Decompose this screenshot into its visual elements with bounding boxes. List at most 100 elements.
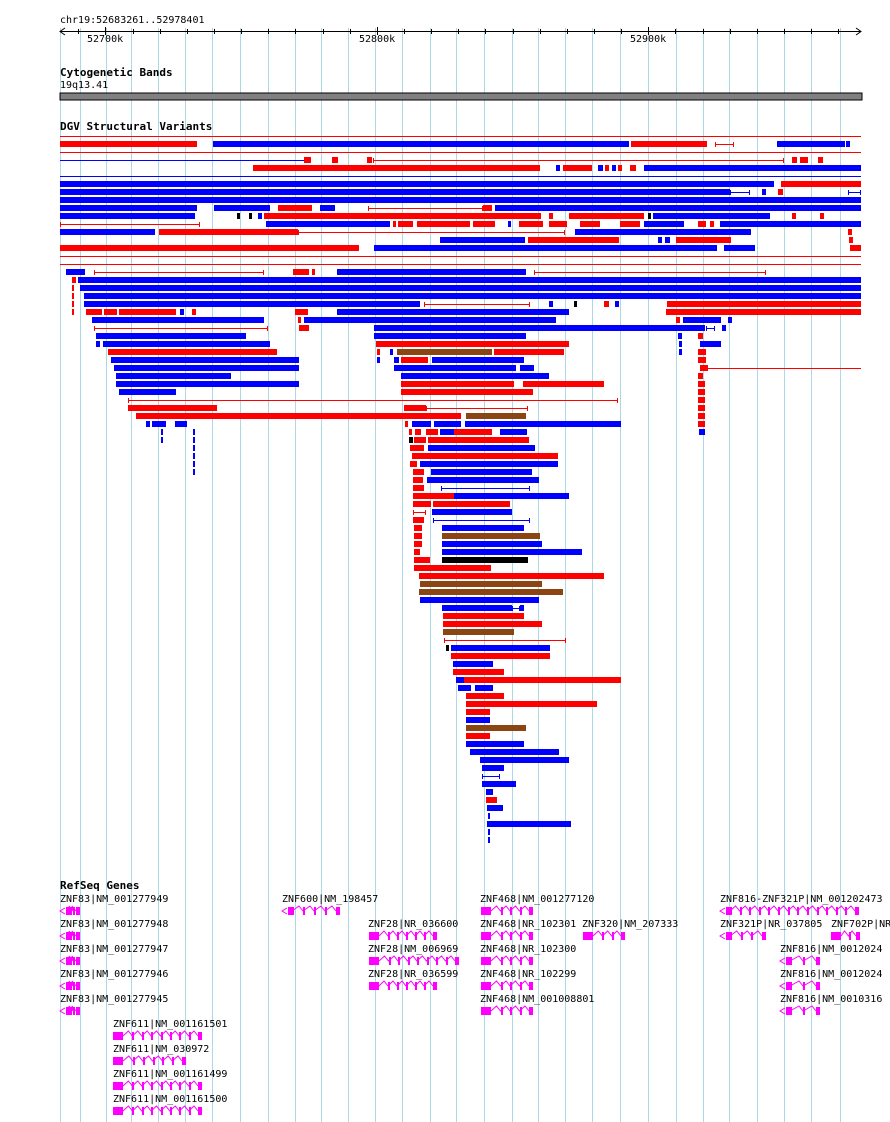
dgv-variant[interactable] [66,269,85,275]
gene-exon[interactable] [741,932,743,940]
dgv-variant[interactable] [818,157,823,163]
gene-exon[interactable] [759,907,761,915]
dgv-variant[interactable] [420,581,542,587]
gene-exon[interactable] [816,982,818,990]
dgv-variant[interactable] [443,621,542,627]
gene-exon[interactable] [510,907,512,915]
gene-exon[interactable] [78,907,80,915]
gene-exon[interactable] [314,907,316,915]
dgv-variant[interactable] [337,269,526,275]
gene-exon[interactable] [501,907,503,915]
dgv-variant[interactable] [520,237,525,243]
gene-exon[interactable] [415,932,417,940]
dgv-variant[interactable] [648,213,651,219]
dgv-variant[interactable] [412,421,431,427]
dgv-variant[interactable] [698,373,703,379]
dgv-variant[interactable] [442,533,540,539]
gene-exon[interactable] [803,982,805,990]
gene-exon[interactable] [427,957,429,965]
gene-exon[interactable] [623,932,625,940]
gene-exon[interactable] [531,957,533,965]
dgv-variant[interactable] [849,237,853,243]
gene-exon[interactable] [76,932,78,940]
dgv-variant[interactable] [618,165,622,171]
dgv-variant[interactable] [420,597,539,603]
dgv-variant[interactable] [458,685,471,691]
gene-exon[interactable] [78,1007,80,1015]
dgv-variant[interactable] [433,501,510,507]
dgv-variant[interactable] [698,421,705,427]
gene-exon[interactable] [133,1057,135,1065]
dgv-variant[interactable] [401,381,514,387]
dgv-variant[interactable] [409,429,412,435]
dgv-variant[interactable] [800,157,808,163]
gene-exon[interactable] [768,907,770,915]
dgv-variant[interactable] [465,421,621,427]
right-arrow-icon[interactable] [855,27,862,36]
gene-exon[interactable] [510,932,512,940]
dgv-variant[interactable] [304,157,311,163]
gene-exon[interactable] [501,957,503,965]
gene-exon[interactable] [161,1032,163,1040]
gene-exon[interactable] [436,957,438,965]
gene-exon[interactable] [481,982,491,990]
dgv-variant[interactable] [466,413,526,419]
dgv-variant[interactable] [116,373,231,379]
dgv-variant[interactable] [574,301,577,307]
dgv-variant[interactable] [152,421,166,427]
gene-exon[interactable] [113,1057,123,1065]
dgv-variant[interactable] [377,357,380,363]
dgv-variant[interactable] [644,165,861,171]
gene-exon[interactable] [66,907,72,915]
dgv-variant[interactable] [332,157,338,163]
dgv-variant[interactable] [792,213,796,219]
dgv-variant[interactable] [414,565,491,571]
dgv-variant[interactable] [466,725,526,731]
gene-exon[interactable] [424,932,426,940]
dgv-variant[interactable] [412,453,558,459]
dgv-variant[interactable] [414,557,430,563]
dgv-variant[interactable] [451,645,550,651]
gene-exon[interactable] [762,932,764,940]
gene-exon[interactable] [816,1007,818,1015]
dgv-variant[interactable] [193,453,195,459]
gene-exon[interactable] [153,1057,155,1065]
dgv-variant[interactable] [72,293,74,299]
dgv-variant[interactable] [193,429,195,435]
dgv-variant[interactable] [414,533,422,539]
gene-exon[interactable] [200,1032,202,1040]
gene-exon[interactable] [369,982,379,990]
dgv-variant[interactable] [401,357,428,363]
gene-exon[interactable] [803,1007,805,1015]
dgv-variant[interactable] [96,333,246,339]
dgv-variant[interactable] [414,525,422,531]
dgv-variant[interactable] [298,317,301,323]
gene-exon[interactable] [76,957,78,965]
gene-exon[interactable] [170,1082,172,1090]
gene-exon[interactable] [73,982,75,990]
gene-exon[interactable] [457,957,459,965]
dgv-variant[interactable] [116,381,299,387]
gene-exon[interactable] [817,907,819,915]
dgv-variant[interactable] [404,405,426,411]
gene-exon[interactable] [786,1007,792,1015]
dgv-variant[interactable] [443,629,514,635]
gene-exon[interactable] [369,957,379,965]
gene-exon[interactable] [797,907,799,915]
dgv-variant[interactable] [398,221,413,227]
gene-exon[interactable] [142,1032,144,1040]
gene-exon[interactable] [501,932,503,940]
dgv-variant[interactable] [528,237,619,243]
dgv-variant[interactable] [470,749,559,755]
dgv-variant[interactable] [394,365,516,371]
dgv-variant[interactable] [413,501,431,507]
gene-exon[interactable] [113,1107,123,1115]
gene-exon[interactable] [189,1032,191,1040]
dgv-variant[interactable] [413,477,423,483]
dgv-variant[interactable] [414,437,426,443]
dgv-variant[interactable] [466,693,504,699]
gene-exon[interactable] [531,932,533,940]
dgv-variant[interactable] [658,237,662,243]
gene-exon[interactable] [179,1082,181,1090]
gene-exon[interactable] [170,1107,172,1115]
